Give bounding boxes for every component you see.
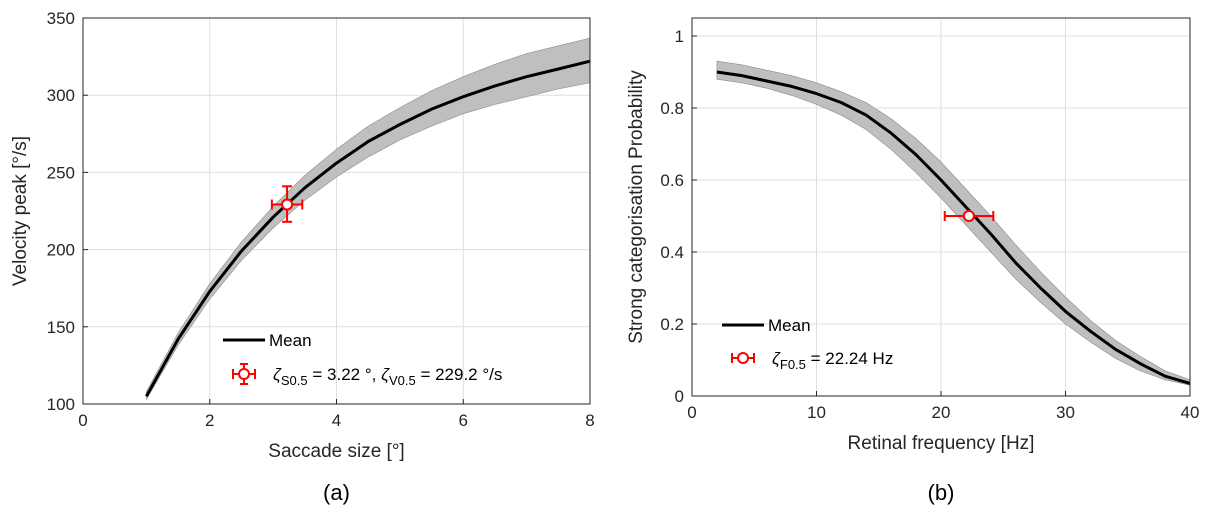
y-tick-label: 0.4 (660, 243, 684, 262)
panel-label-b: (b) (928, 480, 955, 505)
tick-labels-b: 0 10 20 30 40 0 0.2 0.4 0.6 0.8 1 (660, 27, 1199, 422)
data-point (962, 210, 975, 222)
legend-tail-text: = 22.24 Hz (806, 349, 893, 368)
legend-b: Mean ζF0.5 = 22.24 Hz (722, 316, 893, 372)
mean-line-a (145, 59, 591, 398)
confidence-band-b (716, 60, 1191, 386)
y-tick-label: 0.6 (660, 171, 684, 190)
confidence-band-a (146, 37, 591, 401)
marker-a (270, 185, 304, 223)
y-tick-label: 300 (47, 86, 75, 105)
x-tick-label: 0 (687, 403, 696, 422)
x-tick-label: 10 (807, 403, 826, 422)
y-tick-label: 100 (47, 395, 75, 414)
legend-marker-swatch-b (731, 352, 755, 364)
zeta-symbol: ζ (381, 365, 390, 384)
x-tick-label: 8 (585, 411, 594, 430)
legend-point (238, 368, 250, 380)
legend-point (737, 352, 749, 364)
x-tick-label: 6 (459, 411, 468, 430)
panel-label-a: (a) (323, 480, 350, 505)
legend-a: Mean ζS0.5 = 3.22 °, ζV0.5 = 229.2 °/s (223, 331, 502, 388)
y-axis-label-a: Velocity peak [°/s] (10, 136, 31, 286)
y-tick-label: 350 (47, 9, 75, 28)
y-axis-label-b: Strong categorisation Probability (626, 70, 647, 344)
zeta-symbol: ζ (273, 365, 282, 384)
y-tick-label: 200 (47, 241, 75, 260)
legend-marker-swatch-a (232, 363, 256, 385)
subscript: V0.5 (389, 373, 416, 388)
x-tick-label: 0 (78, 411, 87, 430)
y-tick-label: 1 (675, 27, 684, 46)
x-tick-label: 4 (332, 411, 341, 430)
chart-b: 0 10 20 30 40 0 0.2 0.4 0.6 0.8 1 Retinal frequenc… (626, 17, 1199, 505)
y-tick-label: 0.8 (660, 99, 684, 118)
marker-b (943, 210, 995, 222)
x-axis-label-a: Saccade size [°] (268, 441, 404, 462)
x-tick-label: 2 (205, 411, 214, 430)
legend-mean-label-a: Mean (269, 331, 312, 350)
x-axis-label-b: Retinal frequency [Hz] (848, 433, 1035, 454)
x-tick-label: 30 (1056, 403, 1075, 422)
legend-tail-text: = 229.2 °/s (416, 365, 503, 384)
legend-mean-label-b: Mean (768, 316, 811, 335)
chart-a: 0 2 4 6 8 100 150 200 250 300 350 Saccade size [°]… (10, 9, 595, 505)
data-point (281, 198, 294, 211)
y-tick-label: 0.2 (660, 315, 684, 334)
legend-marker-label-b: ζF0.5 = 22.24 Hz (772, 349, 893, 372)
tick-labels-a: 0 2 4 6 8 100 150 200 250 300 350 (47, 9, 595, 430)
x-tick-label: 20 (932, 403, 951, 422)
y-tick-label: 250 (47, 163, 75, 182)
subscript: F0.5 (780, 357, 806, 372)
y-tick-label: 0 (675, 387, 684, 406)
legend-mid-text: = 3.22 °, (308, 365, 381, 384)
zeta-symbol: ζ (772, 349, 781, 368)
y-tick-label: 150 (47, 318, 75, 337)
legend-marker-label-a: ζS0.5 = 3.22 °, ζV0.5 = 229.2 °/s (273, 365, 502, 388)
mean-line-b (716, 70, 1191, 385)
subscript: S0.5 (281, 373, 308, 388)
x-tick-label: 40 (1181, 403, 1200, 422)
